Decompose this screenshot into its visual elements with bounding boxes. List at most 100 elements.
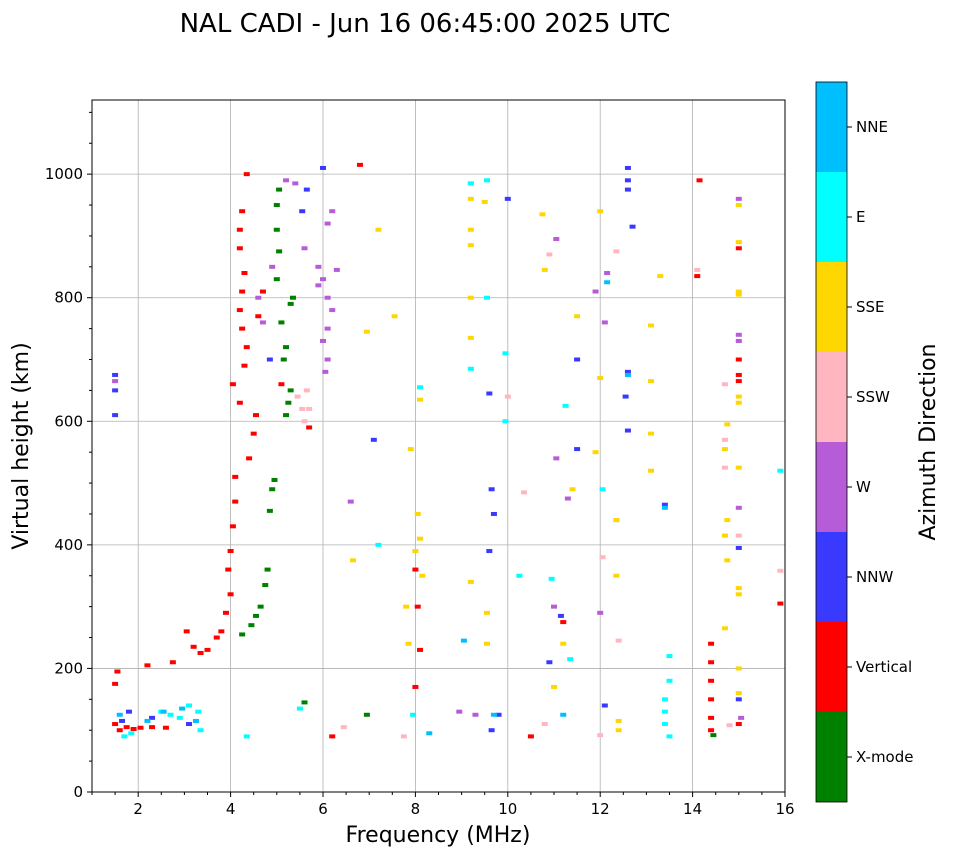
data-point [574,357,581,362]
series-nne [116,280,668,736]
data-point [125,709,132,714]
colorbar-tick-label: SSW [856,388,890,406]
data-point [236,227,243,232]
data-point [624,372,631,377]
data-point [484,610,491,615]
y-tick-label: 800 [54,289,83,307]
colorbar-tick-label: SSE [856,298,885,316]
data-point [735,372,742,377]
data-point [285,400,292,405]
data-point [412,684,419,689]
data-point [569,487,576,492]
data-point [661,722,668,727]
colorbar-swatch [816,532,847,622]
data-point [417,536,424,541]
data-point [601,320,608,325]
data-point [306,406,313,411]
data-point [269,487,276,492]
y-tick-label: 600 [54,412,83,430]
data-point [539,212,546,217]
data-point [329,734,336,739]
data-point [721,447,728,452]
data-point [648,379,655,384]
x-axis-ticks: 2 4 6 8 10 12 14 16 [91,792,795,818]
data-point [467,227,474,232]
data-point [735,545,742,550]
data-point [149,715,156,720]
data-point [708,697,715,702]
data-point [137,725,144,730]
colorbar-tick-label: Vertical [856,658,912,676]
data-point [546,660,553,665]
data-point [407,447,414,452]
data-points [112,162,784,739]
data-point [484,295,491,300]
data-point [735,394,742,399]
data-point [520,490,527,495]
data-point [225,567,232,572]
data-point [283,178,290,183]
data-point [315,283,322,288]
data-point [738,715,745,720]
data-point [486,391,493,396]
data-point [299,406,306,411]
data-point [735,697,742,702]
data-point [604,280,611,285]
data-point [597,610,604,615]
data-point [248,623,255,628]
data-point [112,379,119,384]
x-tick-label: 8 [411,800,421,818]
data-point [481,199,488,204]
data-point [735,722,742,727]
data-point [269,264,276,269]
y-axis-ticks: 0 200 400 600 800 1000 [45,111,92,801]
data-point [123,725,130,730]
data-point [243,172,250,177]
data-point [324,295,331,300]
data-point [560,712,567,717]
data-point [735,289,742,294]
data-point [167,712,174,717]
data-point [204,647,211,652]
data-point [414,511,421,516]
data-point [560,620,567,625]
data-point [227,592,234,597]
data-point [567,657,574,662]
data-point [527,734,534,739]
data-point [236,308,243,313]
data-point [266,357,273,362]
colorbar-swatch [816,82,847,172]
data-point [735,400,742,405]
data-point [257,604,264,609]
data-point [197,650,204,655]
data-point [721,465,728,470]
data-point [777,468,784,473]
data-point [271,477,278,482]
data-point [121,734,128,739]
data-point [735,246,742,251]
data-point [467,181,474,186]
data-point [708,660,715,665]
data-point [735,292,742,297]
data-point [557,613,564,618]
data-point [273,203,280,208]
data-point [467,243,474,248]
data-point [615,718,622,723]
data-point [266,508,273,513]
data-point [484,641,491,646]
data-point [490,712,497,717]
data-point [262,583,269,588]
data-point [708,641,715,646]
data-point [324,357,331,362]
data-point [320,165,326,170]
data-point [276,187,283,192]
data-point [400,734,407,739]
plot-area: 2 4 6 8 10 12 14 16 0 200 400 600 800 1000 [45,99,795,818]
data-point [186,722,193,727]
data-point [661,502,668,507]
x-tick-label: 2 [133,800,143,818]
data-point [243,734,250,739]
data-point [283,345,290,350]
data-point [301,246,308,251]
data-point [661,697,668,702]
